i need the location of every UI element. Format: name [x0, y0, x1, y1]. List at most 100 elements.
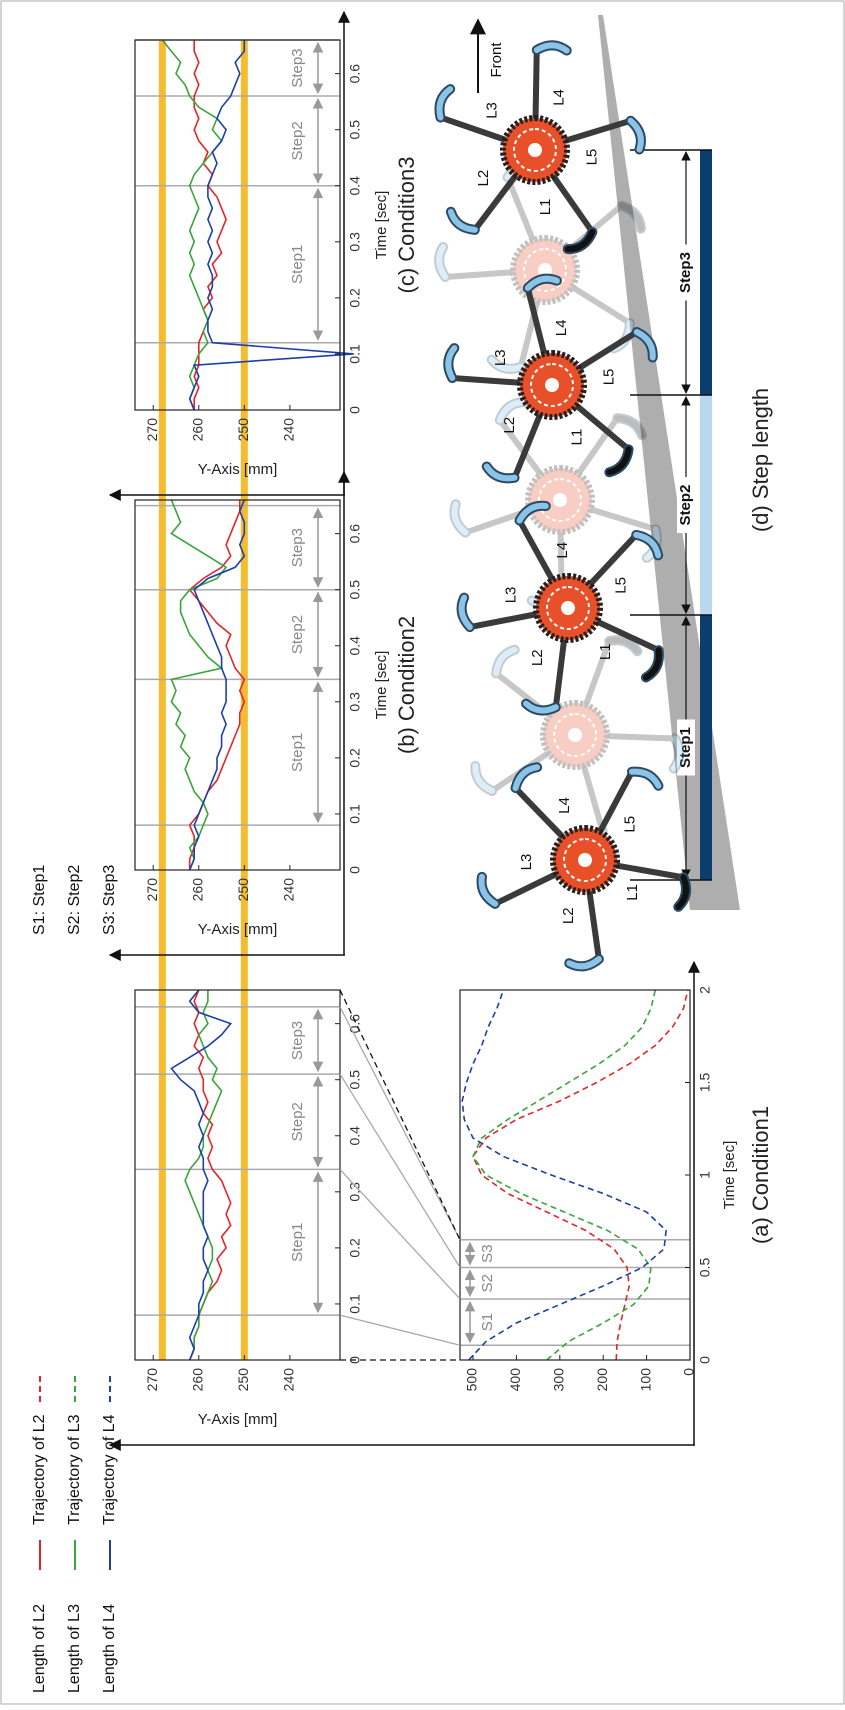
step-label: Step1 [289, 733, 306, 772]
step-label: Step2 [289, 1102, 306, 1141]
leg-label: L3 [518, 854, 535, 871]
x-tick-label: 0.2 [347, 288, 363, 308]
hub-center [578, 853, 592, 867]
legend-label: Length of L2 [31, 1604, 48, 1693]
x-tick-label: 0.6 [347, 64, 363, 84]
step-label: S2 [479, 1274, 496, 1292]
x-tick-label: 0.2 [347, 1238, 363, 1258]
legend-label: Trajectory of L3 [66, 1414, 83, 1525]
direction-label: Front [488, 42, 505, 78]
caption: (b) Condition2 [394, 616, 419, 754]
y-axis-label: Y-Axis [mm] [198, 1411, 277, 1428]
y-axis-label: Y-Axis [mm] [198, 921, 277, 938]
step-label: Step3 [289, 528, 306, 567]
step-label: Step1 [289, 1223, 306, 1262]
y-tick-label: 100 [637, 1368, 653, 1392]
leg-label: L5 [612, 577, 629, 594]
leg-label: L4 [553, 320, 570, 337]
x-axis-label: Time [sec] [373, 191, 390, 260]
x-tick-label: 0 [347, 866, 363, 874]
x-tick-label: 2 [697, 986, 713, 994]
x-tick-label: 0.4 [347, 636, 363, 656]
step-label: Step3 [289, 1021, 306, 1060]
step-label: S3 [479, 1244, 496, 1262]
leg-label: L5 [584, 149, 601, 166]
step-bar [700, 395, 712, 615]
x-tick-label: 0.3 [347, 232, 363, 252]
x-tick-label: 0.3 [347, 692, 363, 712]
x-tick-label: 0.5 [347, 580, 363, 600]
caption: (c) Condition3 [394, 157, 419, 294]
step-label: Step2 [289, 121, 306, 160]
x-tick-label: 0 [347, 406, 363, 414]
y-tick-label: 260 [189, 1368, 205, 1392]
y-tick-label: 270 [144, 878, 160, 902]
x-tick-label: 1 [697, 1171, 713, 1179]
leg-label: L1 [597, 643, 614, 660]
hub-center [561, 601, 575, 615]
step-label: Step3 [289, 48, 306, 87]
leg-label: L2 [560, 907, 577, 924]
step-bar [700, 150, 712, 395]
hub-center [568, 728, 582, 742]
step-legend: S1: Step1 [31, 865, 48, 935]
y-tick-label: 270 [144, 418, 160, 442]
x-tick-label: 0.4 [347, 176, 363, 196]
x-tick-label: 0.1 [347, 1294, 363, 1314]
step-legend: S3: Step3 [101, 865, 118, 935]
hub-center [545, 378, 559, 392]
y-tick-label: 240 [281, 418, 297, 442]
leg-label: L4 [554, 542, 571, 559]
step-label: Step1 [289, 245, 306, 284]
x-tick-label: 1.5 [697, 1073, 713, 1093]
hub-center [553, 493, 567, 507]
x-tick-label: 0.2 [347, 748, 363, 768]
x-tick-label: 0.4 [347, 1126, 363, 1146]
step-label: Step3 [677, 252, 694, 293]
y-tick-label: 260 [189, 418, 205, 442]
x-axis-label: Time [sec] [721, 1141, 738, 1210]
page: {"chart_data": [ {"type": "line", "title… [0, 0, 845, 1705]
leg-label: L3 [484, 102, 501, 119]
leg-label: L1 [624, 884, 641, 901]
x-tick-label: 0.1 [347, 344, 363, 364]
y-tick-label: 400 [507, 1368, 523, 1392]
leg-label: L2 [501, 417, 518, 434]
x-tick-label: 0 [697, 1356, 713, 1364]
step-legend: S2: Step2 [66, 865, 83, 935]
leg-label: L3 [502, 587, 519, 604]
y-tick-label: 200 [594, 1368, 610, 1392]
legend-label: Length of L3 [66, 1604, 83, 1693]
y-tick-label: 250 [235, 878, 251, 902]
leg-label: L4 [550, 89, 567, 106]
leg-label: L4 [556, 797, 573, 814]
x-tick-label: 0.6 [347, 524, 363, 544]
x-tick-label: 0.5 [347, 1070, 363, 1090]
step-label: Step2 [677, 485, 694, 526]
caption: (a) Condition1 [748, 1106, 773, 1244]
leg-label: L5 [622, 816, 639, 833]
leg-label: L1 [568, 429, 585, 446]
legend-label: Trajectory of L4 [101, 1414, 118, 1525]
caption: (d) Step length [748, 388, 773, 532]
step-label: Step2 [289, 615, 306, 654]
y-tick-label: 260 [189, 878, 205, 902]
y-tick-label: 500 [464, 1368, 480, 1392]
y-tick-label: 250 [235, 418, 251, 442]
y-tick-label: 240 [281, 1368, 297, 1392]
y-tick-label: 240 [281, 878, 297, 902]
figure: Step1 Step2 Step3 240 250 260 270 0 0.1 0.2 0.3 0.4… [0, 0, 845, 1705]
x-axis-label: Time [sec] [373, 651, 390, 720]
landscape-figure: Step1 Step2 Step3 240 250 260 270 0 0.1 0.2 0.3 0.4… [1, 1, 844, 1704]
x-tick-label: 0.1 [347, 804, 363, 824]
leg-label: L3 [492, 349, 509, 366]
y-tick-label: 300 [551, 1368, 567, 1392]
y-tick-label: 270 [144, 1368, 160, 1392]
y-axis-label: Y-Axis [mm] [198, 461, 277, 478]
x-tick-label: 0.5 [697, 1258, 713, 1278]
legend-label: Length of L4 [101, 1604, 118, 1693]
leg-label: L1 [537, 199, 554, 216]
legend-label: Trajectory of L2 [31, 1414, 48, 1525]
hub-center [528, 143, 542, 157]
leg-label: L2 [475, 170, 492, 187]
